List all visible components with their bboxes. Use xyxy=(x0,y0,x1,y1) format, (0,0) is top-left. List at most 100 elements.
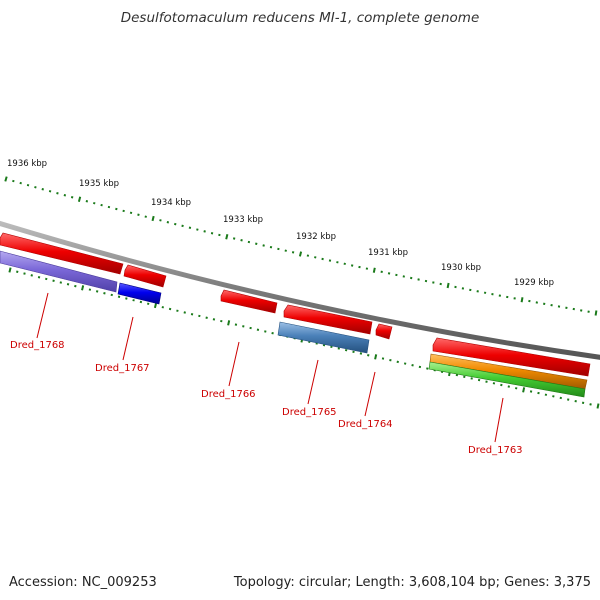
scale-label-1935: 1935 kbp xyxy=(79,179,119,189)
inner-ruler xyxy=(8,267,600,409)
inner-ruler-minor-tick xyxy=(234,323,238,326)
inner-ruler-major-tick xyxy=(374,354,378,360)
outer-ruler-major-tick xyxy=(298,251,303,257)
outer-ruler-minor-tick xyxy=(188,226,192,229)
outer-ruler-major-tick xyxy=(594,310,598,316)
inner-ruler-minor-tick xyxy=(198,314,201,318)
feature-bar-dred-1767[interactable] xyxy=(117,282,162,305)
outer-ruler-minor-tick xyxy=(196,228,199,231)
outer-ruler-minor-tick xyxy=(181,224,184,228)
feature-bar-dred-1768[interactable] xyxy=(0,250,118,293)
inner-ruler-minor-tick xyxy=(529,390,533,393)
outer-ruler-minor-tick xyxy=(85,200,89,203)
outer-ruler-minor-tick xyxy=(122,209,125,213)
outer-ruler-minor-tick xyxy=(255,242,258,245)
gene-leader-lines xyxy=(36,292,504,443)
inner-ruler-minor-tick xyxy=(403,362,407,365)
outer-ruler-major-tick xyxy=(4,176,8,182)
leader-line-dred-1767 xyxy=(122,316,134,361)
gene-labels: Dred_1768 Dred_1767 Dred_1766 Dred_1765 … xyxy=(10,340,523,456)
outer-ruler-major-tick xyxy=(520,297,524,303)
inner-ruler-major-tick xyxy=(81,285,85,291)
outer-ruler-major-tick xyxy=(446,282,450,289)
inner-ruler-major-tick xyxy=(8,267,12,273)
gene-arrow-dred-1767-forward[interactable] xyxy=(123,264,167,288)
outer-ruler-major-tick xyxy=(225,234,229,240)
inner-ruler-minor-tick xyxy=(367,353,370,357)
outer-ruler-minor-tick xyxy=(12,179,15,183)
inner-ruler-major-tick xyxy=(522,387,526,393)
gene-label-dred-1766[interactable]: Dred_1766 xyxy=(201,389,256,400)
inner-ruler-minor-tick xyxy=(212,318,216,321)
inner-ruler-minor-tick xyxy=(190,312,194,316)
leader-line-dred-1764 xyxy=(364,371,376,417)
outer-ruler-minor-tick xyxy=(26,183,30,187)
gene-label-dred-1763[interactable]: Dred_1763 xyxy=(468,445,523,456)
inner-ruler-minor-tick xyxy=(183,311,186,314)
inner-ruler-major-tick xyxy=(227,320,231,326)
accession-text: Accession: NC_009253 xyxy=(9,575,157,590)
outer-ruler-minor-tick xyxy=(203,230,206,233)
inner-ruler-minor-tick xyxy=(256,328,260,331)
outer-ruler-minor-tick xyxy=(343,262,346,266)
outer-ruler-minor-tick xyxy=(70,196,74,199)
scale-label-1929: 1929 kbp xyxy=(514,278,554,288)
inner-ruler-minor-tick xyxy=(16,270,19,274)
leader-line-dred-1765 xyxy=(307,359,319,405)
genome-backbone xyxy=(0,220,600,360)
outer-ruler-minor-tick xyxy=(48,189,52,193)
inner-ruler-minor-tick xyxy=(552,395,555,398)
inner-ruler-minor-tick xyxy=(125,297,128,300)
gene-label-dred-1765[interactable]: Dred_1765 xyxy=(282,407,337,418)
scale-label-1933: 1933 kbp xyxy=(223,215,263,225)
leader-line-dred-1768 xyxy=(36,292,49,339)
inner-ruler-minor-tick xyxy=(103,291,106,295)
outer-ruler-minor-tick xyxy=(19,181,22,185)
outer-ruler-major-tick xyxy=(372,267,376,273)
inner-ruler-minor-tick xyxy=(344,348,348,352)
inner-ruler-major-tick xyxy=(153,302,158,309)
outer-ruler-minor-tick xyxy=(240,239,243,242)
gene-arrow-dred-1768-forward[interactable] xyxy=(0,232,124,275)
inner-ruler-minor-tick xyxy=(492,382,496,385)
feature-bar-dred-1765[interactable] xyxy=(277,321,370,354)
outer-ruler-minor-tick xyxy=(232,237,236,240)
outer-ruler-minor-tick xyxy=(56,192,59,195)
outer-ruler-major-tick xyxy=(77,196,82,202)
outer-ruler-minor-tick xyxy=(129,211,133,215)
gene-label-dred-1767[interactable]: Dred_1767 xyxy=(95,363,150,374)
outer-ruler-minor-tick xyxy=(387,272,391,275)
outer-ruler-minor-tick xyxy=(93,201,96,205)
outer-ruler-minor-tick xyxy=(115,207,118,211)
gene-arrow-dred-1764[interactable] xyxy=(375,323,393,340)
genome-summary-text: Topology: circular; Length: 3,608,104 bp… xyxy=(233,575,591,590)
genome-title: Desulfotomaculum reducens MI-1, complete… xyxy=(120,10,480,26)
scale-label-1931: 1931 kbp xyxy=(368,248,408,258)
gene-arrow-dred-1763-forward[interactable] xyxy=(432,337,591,377)
outer-ruler-minor-tick xyxy=(174,222,177,226)
scale-label-1934: 1934 kbp xyxy=(151,198,191,208)
feature-bar-dred-1763-green[interactable] xyxy=(428,361,586,398)
gene-arrow-dred-1766[interactable] xyxy=(220,289,278,314)
scale-labels: 1936 kbp 1935 kbp 1934 kbp 1933 kbp 1932… xyxy=(7,159,554,288)
leader-line-dred-1763 xyxy=(494,397,504,443)
gene-label-dred-1768[interactable]: Dred_1768 xyxy=(10,340,65,351)
scale-label-1932: 1932 kbp xyxy=(296,232,336,242)
outer-ruler-minor-tick xyxy=(284,249,287,252)
outer-ruler-minor-tick xyxy=(137,213,140,216)
gene-label-dred-1764[interactable]: Dred_1764 xyxy=(338,419,393,430)
inner-ruler-major-tick xyxy=(596,403,600,409)
gene-arrow-dred-1765-forward[interactable] xyxy=(283,304,373,335)
inner-ruler-minor-tick xyxy=(396,360,399,364)
outer-ruler-major-tick xyxy=(151,215,155,222)
inner-ruler-minor-tick xyxy=(589,403,592,406)
outer-ruler xyxy=(4,176,598,316)
inner-ruler-minor-tick xyxy=(411,363,414,367)
inner-ruler-minor-tick xyxy=(66,283,70,286)
outer-ruler-minor-tick xyxy=(314,256,317,259)
inner-ruler-minor-tick xyxy=(52,279,55,282)
leader-line-dred-1766 xyxy=(228,341,240,387)
outer-ruler-minor-tick xyxy=(350,264,354,267)
